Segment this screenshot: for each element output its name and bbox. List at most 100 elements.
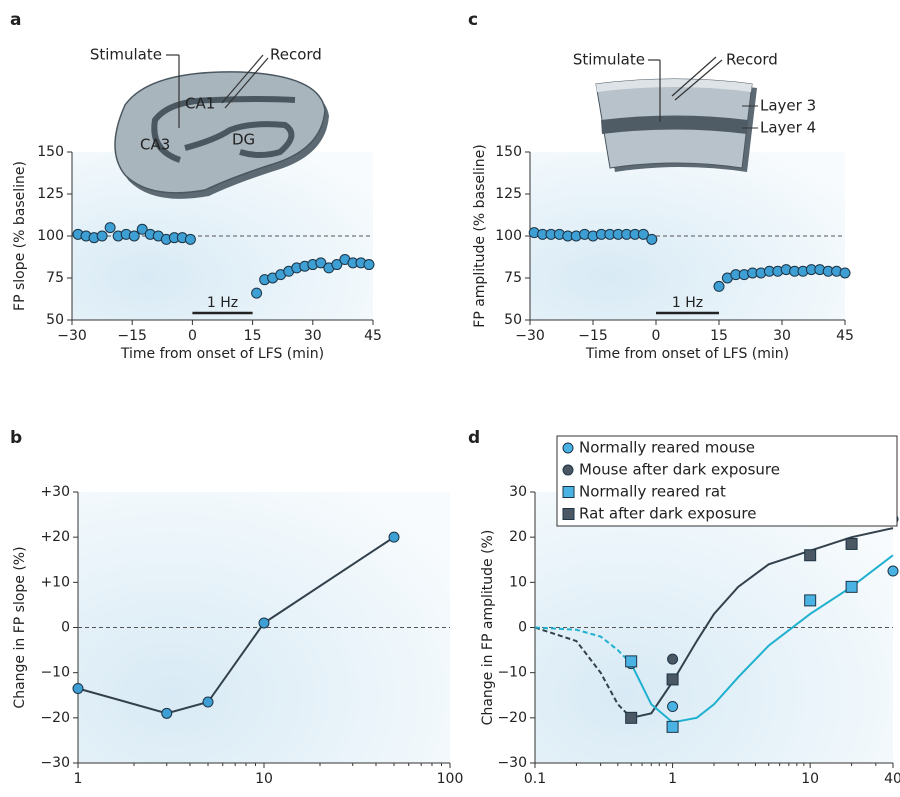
x-tick-label: 15	[710, 328, 728, 344]
y-tick-label: 150	[37, 144, 64, 160]
fit-curve	[630, 554, 894, 724]
y-tick-label: −30	[497, 755, 527, 771]
point	[713, 280, 725, 292]
y-tick-label: 30	[509, 484, 527, 500]
fit-curve	[534, 626, 632, 719]
y-tick-label: 75	[46, 270, 64, 286]
x-tick-label: 10	[255, 771, 273, 787]
x-tick-label: 30	[304, 328, 322, 344]
point	[845, 580, 858, 593]
panel-label: d	[468, 428, 480, 448]
x-tick-label: 45	[836, 328, 854, 344]
panel-label: b	[10, 428, 22, 448]
x-tick-label: 0	[188, 328, 197, 344]
y-tick-label: 150	[495, 144, 522, 160]
fit-curve	[630, 527, 894, 719]
point	[136, 223, 148, 235]
point	[667, 701, 679, 713]
y-tick-label: −10	[497, 665, 527, 681]
legend-box	[556, 435, 898, 527]
panel-label: c	[468, 10, 478, 30]
x-tick-label: −30	[57, 328, 87, 344]
point	[887, 565, 899, 577]
point	[388, 531, 400, 543]
x-tick-label: 100	[437, 771, 464, 787]
point	[184, 233, 196, 245]
y-tick-label: 100	[37, 228, 64, 244]
point	[625, 655, 638, 668]
point	[666, 720, 679, 733]
legend-marker	[562, 486, 575, 498]
diagram-label: Record	[726, 51, 778, 69]
y-tick-label: −10	[40, 665, 70, 681]
y-axis-label: Change in FP amplitude (%)	[480, 530, 496, 726]
point	[804, 549, 817, 562]
y-tick-label: 125	[37, 186, 64, 202]
y-tick-label: 0	[518, 620, 527, 636]
x-tick-label: 45	[364, 328, 382, 344]
x-axis-label: Time from onset of LFS (min)	[585, 346, 789, 362]
x-tick-label: −15	[117, 328, 147, 344]
y-tick-label: 10	[509, 574, 527, 590]
point	[804, 594, 817, 607]
y-axis-label: Change in FP slope (%)	[12, 546, 28, 708]
x-tick-label: 0.1	[524, 771, 546, 787]
x-axis-label: Time from onset of LFS (min)	[120, 346, 324, 362]
x-tick-label: −15	[578, 328, 608, 344]
y-tick-label: 125	[495, 186, 522, 202]
x-tick-label: 1	[74, 771, 83, 787]
point	[637, 228, 649, 240]
y-tick-label: −20	[497, 710, 527, 726]
diagram-label: CA3	[140, 136, 170, 154]
point	[128, 230, 140, 242]
diagram-label: Layer 3	[760, 97, 816, 115]
y-tick-label: 50	[504, 312, 522, 328]
record-electrode	[674, 59, 723, 101]
y-tick-label: −30	[40, 755, 70, 771]
y-axis-label: FP amplitude (% baseline)	[472, 144, 488, 327]
legend-label: Normally reared mouse	[579, 439, 755, 457]
x-tick-label: 0	[652, 328, 661, 344]
y-tick-label: 100	[495, 228, 522, 244]
stim-bar-label: 1 Hz	[207, 295, 238, 311]
point	[666, 673, 679, 686]
diagram-label: Record	[270, 46, 322, 64]
ca-layer	[151, 96, 296, 163]
point	[845, 537, 858, 550]
y-tick-label: +10	[40, 574, 70, 590]
x-tick-label: 30	[773, 328, 791, 344]
y-tick-label: 50	[46, 312, 64, 328]
stim-bar-label: 1 Hz	[672, 295, 703, 311]
diagram-label: Stimulate	[573, 51, 645, 69]
y-tick-label: +20	[40, 529, 70, 545]
point	[646, 233, 658, 245]
y-tick-label: −20	[40, 710, 70, 726]
y-tick-label: 0	[61, 620, 70, 636]
point	[161, 707, 173, 719]
legend-marker	[562, 508, 575, 520]
fit-curve	[534, 626, 632, 665]
point	[839, 267, 851, 279]
cortex-top	[596, 79, 752, 92]
point	[667, 653, 679, 665]
x-tick-label: 1	[668, 771, 677, 787]
point	[331, 259, 343, 271]
point	[258, 617, 270, 629]
y-tick-label: +30	[40, 484, 70, 500]
point	[96, 230, 108, 242]
dg-layer	[184, 121, 295, 158]
legend-marker	[562, 464, 574, 476]
layer-4	[601, 115, 748, 134]
x-tick-label: −30	[515, 328, 545, 344]
diagram-label: CA1	[185, 95, 215, 113]
point	[315, 257, 327, 269]
point	[72, 682, 84, 694]
legend-label: Normally reared rat	[579, 483, 726, 501]
record-electrode	[224, 57, 269, 109]
point	[251, 287, 263, 299]
x-tick-label: 10	[801, 771, 819, 787]
legend: Normally reared mouse Mouse after dark ex…	[556, 435, 898, 527]
legend-label: Mouse after dark exposure	[579, 461, 780, 479]
